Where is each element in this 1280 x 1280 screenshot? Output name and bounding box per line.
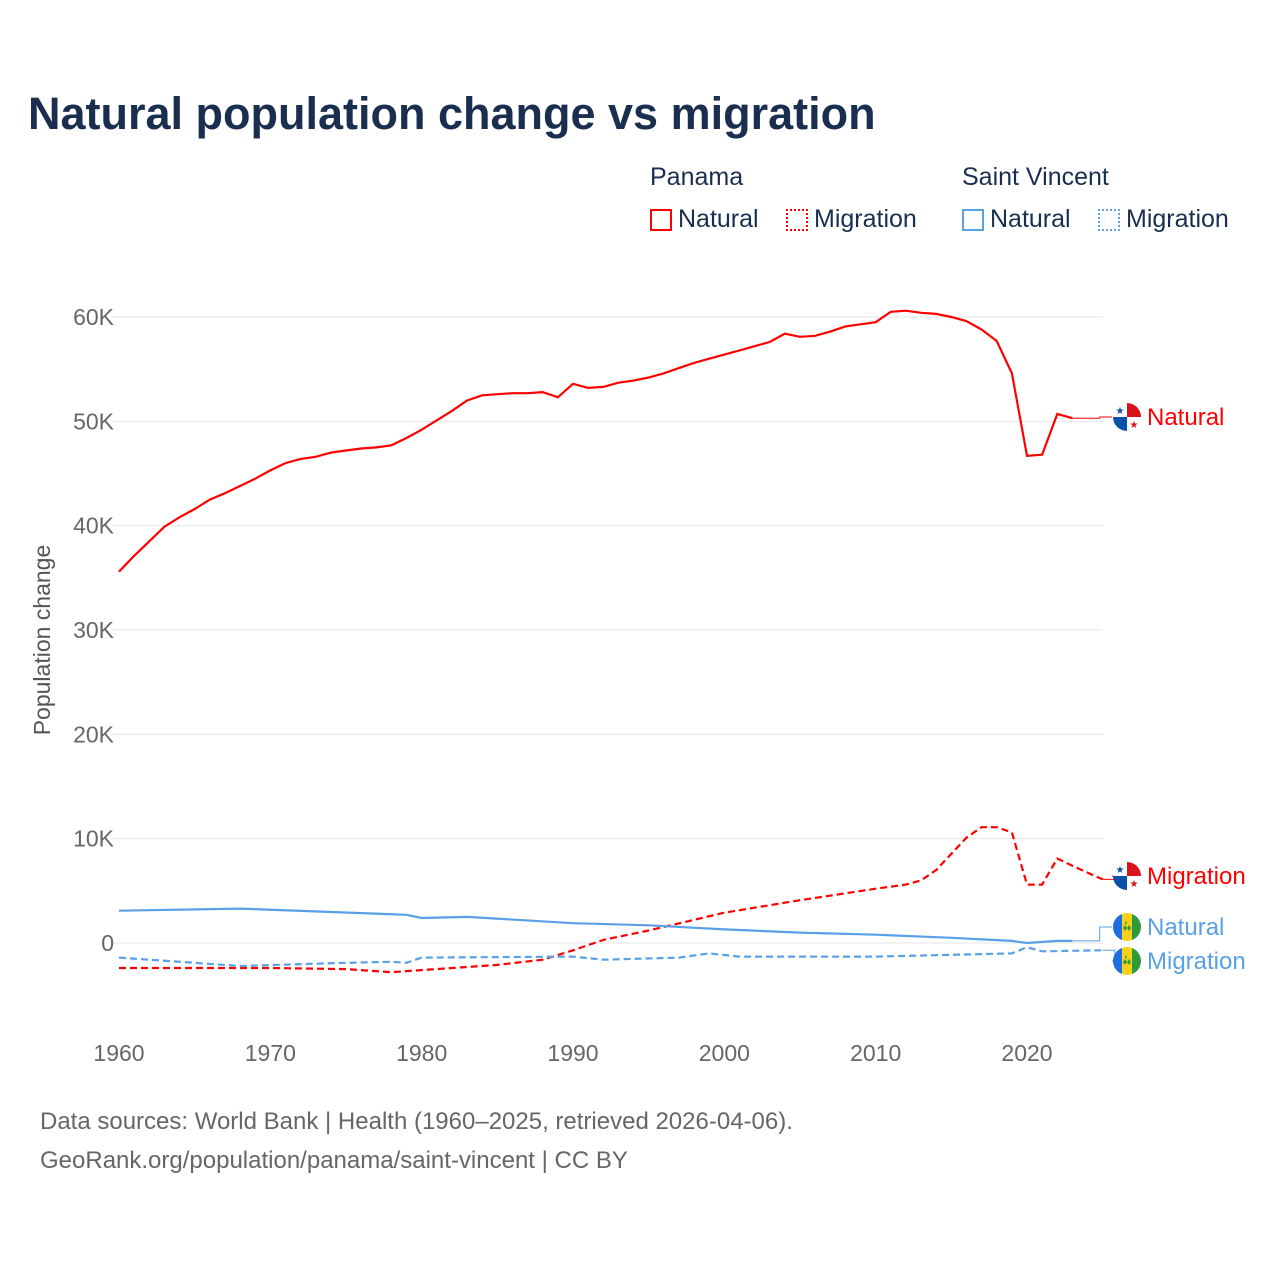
y-tick-label: 0	[101, 930, 114, 956]
x-tick-label: 1980	[396, 1040, 447, 1066]
legend-panama-migration[interactable]: Migration	[786, 205, 917, 234]
svg-flag-icon	[1113, 947, 1141, 975]
svg-flag-icon	[1113, 913, 1141, 941]
legend-sv-natural[interactable]: Natural	[962, 205, 1071, 234]
series-line-panama-migration	[119, 826, 1104, 974]
solid-swatch-icon	[962, 208, 984, 231]
legend-sv-migration[interactable]: Migration	[1098, 205, 1229, 234]
panama-flag-icon	[1113, 862, 1141, 890]
label-connector	[1102, 949, 1116, 962]
series-end-label: Migration	[1147, 863, 1246, 890]
y-tick-label: 10K	[73, 826, 115, 852]
y-tick-label: 20K	[73, 721, 115, 747]
label-connector	[1102, 875, 1116, 880]
series-end-label: Migration	[1147, 948, 1246, 975]
series-line-panama-natural	[118, 309, 1073, 573]
x-tick-label: 1990	[547, 1040, 598, 1066]
label-connector	[1072, 416, 1112, 419]
x-tick-label: 2000	[699, 1040, 750, 1066]
label-connector	[1072, 926, 1112, 942]
panama-flag-icon	[1113, 403, 1141, 431]
dotted-swatch-icon	[1098, 208, 1120, 231]
y-tick-label: 60K	[73, 304, 115, 330]
series-line-saint-vincent-natural	[118, 907, 1073, 945]
series-end-label: Natural	[1147, 404, 1224, 431]
dotted-swatch-icon	[786, 208, 808, 231]
y-tick-label: 50K	[73, 408, 115, 434]
chart-title: Natural population change vs migration	[28, 88, 876, 139]
footer-sources: Data sources: World Bank | Health (1960–…	[40, 1108, 793, 1135]
footer-link[interactable]: GeoRank.org/population/panama/saint-vinc…	[40, 1147, 628, 1174]
series-line-saint-vincent-migration	[118, 946, 1103, 968]
x-tick-label: 2010	[850, 1040, 901, 1066]
y-axis-label: Population change	[29, 545, 55, 736]
legend-panama-natural[interactable]: Natural	[650, 205, 759, 234]
x-tick-label: 1970	[245, 1040, 296, 1066]
legend-group-panama: Panama	[650, 163, 744, 191]
solid-swatch-icon	[650, 208, 672, 231]
legend-group-saint-vincent: Saint Vincent	[962, 163, 1109, 191]
y-tick-label: 40K	[73, 513, 115, 539]
x-tick-label: 2020	[1001, 1040, 1052, 1066]
x-tick-label: 1960	[93, 1040, 144, 1066]
series-end-label: Natural	[1147, 914, 1224, 941]
y-tick-label: 30K	[73, 617, 115, 643]
